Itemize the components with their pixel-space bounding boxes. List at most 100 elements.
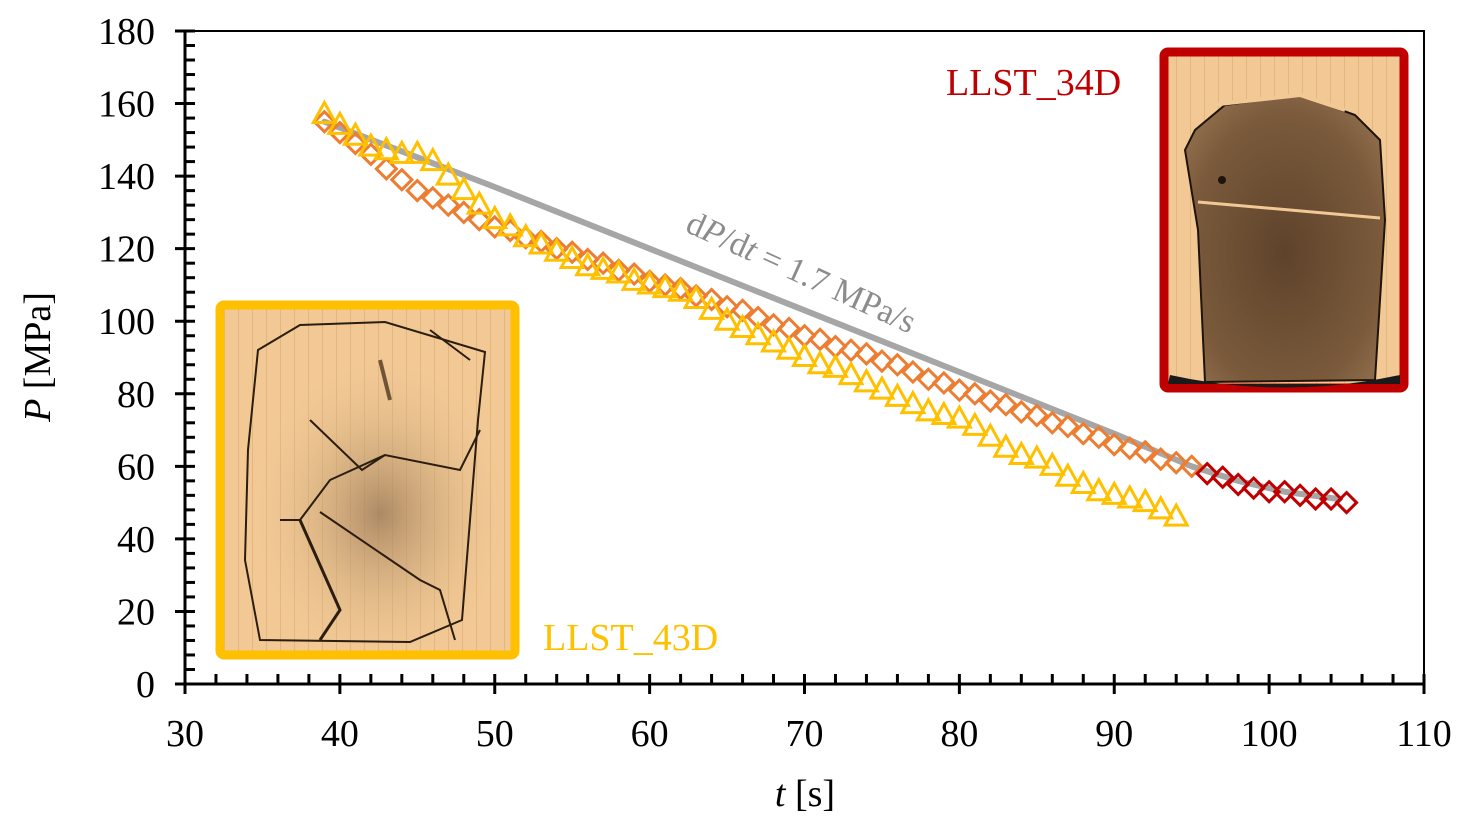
triangle-marker: [543, 237, 571, 262]
diamond-marker: [730, 298, 755, 323]
diamond-marker: [1164, 450, 1189, 475]
diamond-marker: [1133, 439, 1158, 464]
axes: [175, 29, 1426, 694]
diamond-marker: [312, 109, 337, 134]
x-tick-label: 40: [321, 713, 359, 755]
triangle-marker: [1038, 451, 1066, 476]
triangle-marker: [667, 277, 695, 302]
y-tick-label: 100: [98, 301, 155, 343]
triangle-marker: [574, 251, 602, 277]
triangle-marker: [744, 320, 772, 346]
diamond-marker: [1009, 399, 1034, 425]
y-tick-label: 60: [117, 446, 155, 488]
diamond-marker: [916, 367, 941, 392]
diamond-marker: [358, 142, 383, 167]
x-tick-label: 80: [940, 713, 978, 755]
triangle-marker: [434, 160, 462, 186]
diamond-marker: [869, 349, 895, 374]
x-tick-label: 30: [166, 713, 204, 755]
triangle-marker: [605, 258, 633, 284]
diamond-marker: [591, 251, 616, 276]
triangle-marker: [759, 327, 788, 353]
diamond-marker: [1195, 461, 1220, 486]
diamond-marker: [1086, 425, 1111, 450]
diamond-marker: [436, 193, 461, 218]
x-tick-label: 50: [476, 713, 514, 755]
triangle-marker: [868, 375, 896, 400]
y-tick-label: 180: [98, 11, 155, 53]
y-tick-label: 40: [117, 519, 155, 561]
x-axis-unit: [s]: [785, 773, 835, 815]
diamond-marker: [900, 359, 926, 385]
diamond-marker: [683, 283, 709, 308]
diamond-marker: [745, 305, 771, 330]
triangle-marker: [589, 255, 617, 280]
triangle-marker: [806, 349, 834, 375]
triangle-marker: [388, 139, 416, 164]
diamond-marker: [544, 236, 569, 261]
diamond-marker: [1241, 475, 1266, 501]
diamond-marker: [838, 338, 864, 363]
diamond-marker: [1102, 432, 1127, 457]
diamond-marker: [560, 240, 585, 265]
diamond-marker: [1303, 486, 1328, 512]
diamond-marker: [962, 381, 987, 406]
x-axis-var: t: [775, 773, 787, 815]
x-tick-labels: 30 40 50 60 70 80 90 100 110: [166, 713, 1452, 755]
triangle-marker: [852, 367, 880, 393]
triangle-marker: [372, 135, 400, 161]
triangle-marker: [651, 273, 679, 299]
x-tick-label: 90: [1095, 713, 1133, 755]
triangle-marker: [899, 389, 927, 415]
diamond-marker: [467, 207, 492, 232]
triangle-marker: [1162, 502, 1190, 527]
triangle-marker: [992, 433, 1020, 458]
triangle-marker: [914, 396, 942, 422]
diamond-marker: [978, 388, 1003, 414]
diamond-marker: [327, 120, 352, 145]
diamond-marker: [947, 378, 972, 403]
diamond-marker: [420, 185, 445, 210]
y-tick-label: 20: [117, 591, 155, 633]
diamond-marker: [482, 214, 507, 240]
y-tick-label: 0: [136, 664, 155, 706]
inset-llst-34d-label: LLST_34D: [946, 62, 1121, 104]
diamond-marker: [807, 327, 833, 352]
triangle-marker: [682, 284, 710, 309]
diamond-marker: [1257, 479, 1282, 504]
diamond-marker: [1071, 421, 1096, 446]
triangle-marker: [465, 190, 493, 215]
inset-llst-34d-photo: [1168, 92, 1400, 388]
diamond-marker: [374, 156, 399, 181]
triangle-marker: [310, 99, 338, 124]
triangle-marker: [481, 204, 509, 230]
triangle-marker: [1085, 476, 1113, 502]
diamond-marker: [637, 269, 662, 294]
diamond-marker: [1148, 446, 1173, 472]
diamond-marker: [1210, 465, 1235, 490]
triangle-marker: [1054, 462, 1082, 487]
diamond-marker: [699, 287, 724, 312]
triangle-marker: [419, 146, 447, 172]
triangle-marker: [620, 266, 648, 291]
y-axis-var: P: [17, 399, 59, 423]
inset-llst-43d-label: LLST_43D: [543, 617, 718, 659]
y-tick-label: 120: [98, 229, 155, 271]
x-tick-label: 60: [631, 713, 669, 755]
triangle-marker: [713, 306, 741, 331]
triangle-marker: [1100, 480, 1128, 505]
triangle-marker: [1131, 487, 1159, 513]
x-tick-label: 100: [1241, 713, 1298, 755]
y-axis-title: P [MPa]: [17, 292, 59, 423]
x-tick-label: 110: [1396, 713, 1452, 755]
diamond-marker: [931, 370, 957, 396]
triangle-marker: [729, 313, 757, 338]
triangle-marker: [883, 382, 911, 407]
triangle-marker: [1147, 494, 1175, 520]
triangle-marker: [341, 121, 369, 146]
triangle-marker: [775, 335, 803, 360]
diamond-marker: [1334, 490, 1359, 515]
triangle-marker: [1023, 443, 1051, 469]
triangle-marker: [326, 110, 354, 135]
